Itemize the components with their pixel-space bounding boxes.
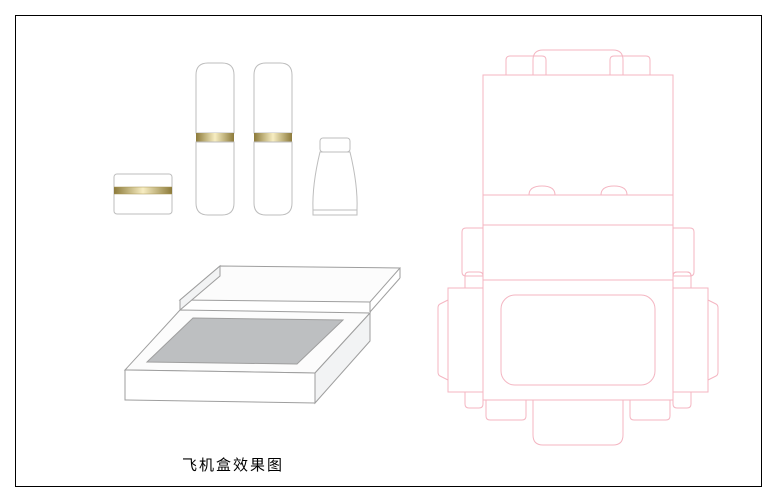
product-bottle-a bbox=[196, 63, 234, 215]
box-front bbox=[125, 370, 315, 403]
box-caption: 飞机盒效果图 bbox=[182, 454, 284, 475]
box-render bbox=[125, 270, 425, 450]
dieline-bottom-flap bbox=[533, 400, 623, 445]
dieline-lock-tab-right bbox=[601, 186, 627, 195]
dieline-lock-tab-left bbox=[529, 186, 555, 195]
dieline-side-ear-right bbox=[673, 228, 694, 276]
dieline-window bbox=[501, 295, 655, 385]
diagram-canvas: 飞机盒效果图 bbox=[0, 0, 777, 501]
product-bottle-b bbox=[254, 63, 292, 215]
dieline-mid-strip bbox=[483, 195, 673, 225]
dieline-bottom-panel bbox=[483, 280, 673, 400]
dieline-top-panel bbox=[483, 75, 673, 195]
dieline-left-wall bbox=[438, 272, 483, 408]
dieline-right-wall bbox=[673, 272, 718, 408]
product-tube bbox=[313, 138, 357, 215]
dieline-side-ear-left bbox=[462, 228, 483, 276]
dieline-drawing bbox=[438, 40, 758, 470]
product-jar bbox=[114, 174, 172, 214]
